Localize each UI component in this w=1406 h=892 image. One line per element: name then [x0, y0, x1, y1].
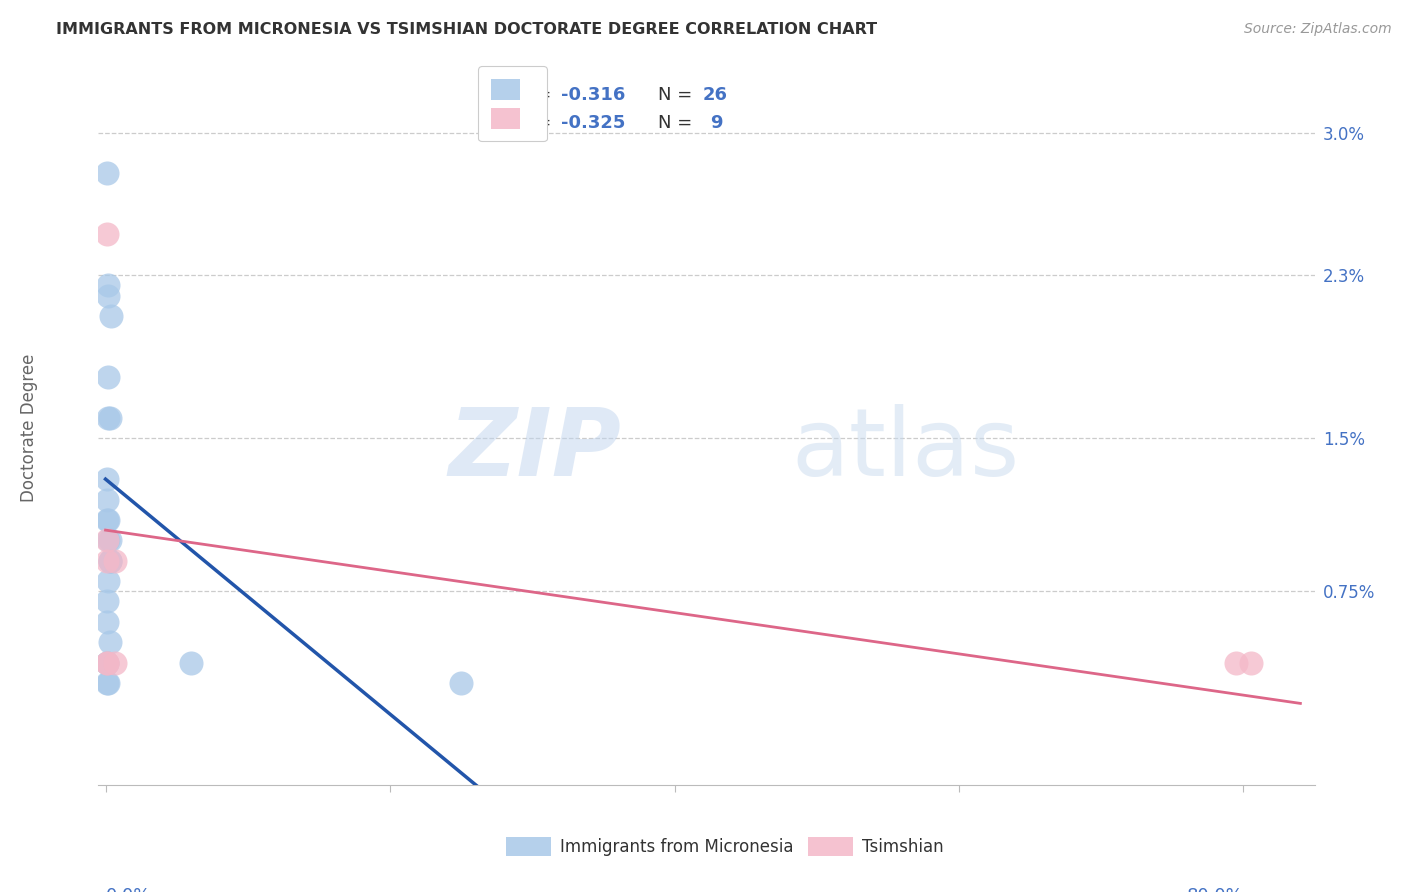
- Point: [96, 656, 118, 670]
- Point: [104, 656, 127, 670]
- Point: [96, 554, 118, 568]
- Point: [97, 513, 120, 527]
- Point: [98, 554, 121, 568]
- Point: [100, 309, 122, 323]
- Text: 9: 9: [710, 114, 723, 132]
- Point: [97, 278, 120, 293]
- Text: 0.0%: 0.0%: [105, 887, 150, 892]
- Point: [97, 411, 120, 425]
- Point: [97, 676, 120, 690]
- Point: [1225, 656, 1247, 670]
- Legend: , : ,: [478, 66, 547, 141]
- Text: 26: 26: [703, 86, 728, 103]
- Point: [97, 370, 120, 384]
- Point: [98, 635, 121, 649]
- Text: -0.325: -0.325: [561, 114, 624, 132]
- Point: [97, 288, 120, 302]
- Point: [104, 554, 127, 568]
- Point: [96, 227, 118, 242]
- Point: [96, 676, 118, 690]
- Point: [450, 676, 472, 690]
- Text: N =: N =: [658, 86, 697, 103]
- Point: [180, 656, 202, 670]
- Text: R =: R =: [517, 114, 557, 132]
- Point: [96, 594, 118, 608]
- Text: 80.0%: 80.0%: [1187, 887, 1243, 892]
- Point: [98, 533, 121, 548]
- Text: Immigrants from Micronesia: Immigrants from Micronesia: [560, 838, 793, 855]
- Point: [96, 656, 118, 670]
- Text: ZIP: ZIP: [449, 403, 621, 496]
- Point: [96, 166, 118, 180]
- Text: R =: R =: [517, 86, 557, 103]
- Text: atlas: atlas: [792, 403, 1019, 496]
- Point: [98, 554, 121, 568]
- Text: -0.316: -0.316: [561, 86, 624, 103]
- Point: [96, 656, 118, 670]
- Point: [97, 533, 120, 548]
- Text: Doctorate Degree: Doctorate Degree: [20, 354, 38, 502]
- Point: [96, 472, 118, 486]
- Point: [98, 411, 121, 425]
- Point: [96, 615, 118, 629]
- Text: Source: ZipAtlas.com: Source: ZipAtlas.com: [1244, 22, 1392, 37]
- Text: N =: N =: [658, 114, 697, 132]
- Text: IMMIGRANTS FROM MICRONESIA VS TSIMSHIAN DOCTORATE DEGREE CORRELATION CHART: IMMIGRANTS FROM MICRONESIA VS TSIMSHIAN …: [56, 22, 877, 37]
- Point: [98, 554, 121, 568]
- Point: [97, 574, 120, 588]
- Text: Tsimshian: Tsimshian: [862, 838, 943, 855]
- Point: [96, 656, 118, 670]
- Point: [96, 513, 118, 527]
- Point: [1239, 656, 1261, 670]
- Point: [96, 533, 118, 548]
- Point: [96, 492, 118, 507]
